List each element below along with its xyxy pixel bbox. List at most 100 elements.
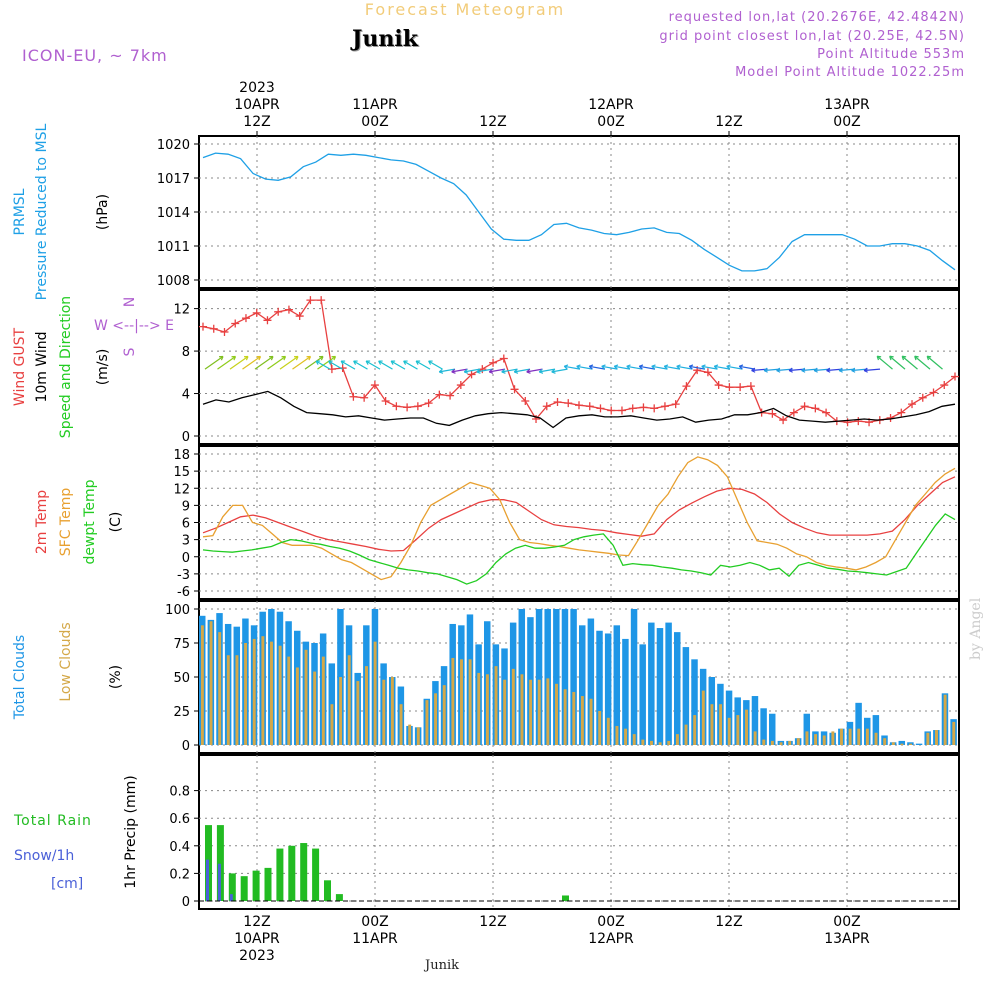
wind-arrow-shaft — [889, 355, 906, 370]
total-cloud-bar — [570, 609, 577, 745]
total-cloud-bar — [665, 622, 672, 745]
gust-marker — [929, 388, 938, 397]
total-cloud-bar — [855, 702, 862, 745]
wind-arrow-shaft — [514, 368, 531, 373]
low-cloud-bar — [477, 672, 481, 745]
wind-arrow-head — [901, 355, 907, 361]
gust-marker — [800, 402, 809, 411]
low-cloud-bar — [278, 645, 282, 745]
rain-bar — [228, 873, 236, 901]
low-cloud-bar — [883, 738, 887, 745]
pressure-label-short: PRMSL — [12, 188, 28, 235]
gust-marker — [424, 399, 433, 408]
top-time-label: 11APR — [352, 97, 398, 113]
wind-arrow — [378, 360, 393, 370]
wind-arrow — [353, 360, 368, 370]
low-cloud-bar — [770, 740, 774, 745]
wind-arrow — [551, 368, 568, 374]
wind-arrow-head — [601, 364, 606, 370]
wind-arrow-shaft — [739, 365, 756, 370]
wind-arrow — [738, 364, 756, 370]
wind-arrow — [663, 364, 681, 370]
gust-marker — [671, 400, 680, 409]
gust-marker — [274, 307, 283, 316]
gust-marker — [370, 381, 379, 390]
gust-marker — [628, 404, 637, 413]
low-cloud-bar — [848, 728, 852, 745]
wind-arrow — [651, 364, 668, 370]
low-cloud-bar — [321, 656, 325, 745]
wind-arrow — [317, 355, 337, 370]
wind-arrow-head — [463, 368, 469, 374]
wind-arrow-shaft — [614, 365, 631, 370]
wind-arrow-shaft — [664, 365, 681, 370]
panel-frame-wind — [198, 289, 960, 445]
pressure-label-long: Pressure Reduced to MSL — [34, 123, 50, 300]
wind-arrow — [501, 368, 518, 374]
bottom-time-label: 12Z — [715, 914, 742, 930]
wind-arrow — [601, 364, 618, 370]
wind-arrow-shaft — [353, 360, 368, 370]
wind-arrow — [914, 355, 931, 370]
wind-arrow-head — [813, 367, 818, 373]
grid-coords: grid point closest lon,lat (20.25E, 42.5… — [659, 29, 965, 44]
low-cloud-bar — [710, 704, 714, 745]
top-time-label: 12APR — [588, 97, 634, 113]
gust-marker — [489, 358, 498, 367]
low-cloud-bar — [261, 636, 265, 745]
gust-marker — [908, 400, 917, 409]
low-cloud-bar — [935, 730, 938, 745]
top-time-label: 13APR — [824, 97, 870, 113]
total-cloud-bar — [648, 622, 655, 745]
wind-arrow-shaft — [365, 360, 381, 370]
snow-bar — [229, 894, 233, 901]
y-tick-label: 1017 — [157, 172, 190, 187]
wind-arrow-shaft — [217, 356, 236, 370]
total-cloud-bar — [579, 625, 586, 745]
snow-unit-label: [cm] — [51, 876, 83, 892]
wind-arrow-head — [438, 368, 444, 374]
gust-marker — [682, 382, 691, 391]
y-tick-label: 50 — [173, 671, 190, 686]
wind-arrow-head — [428, 360, 433, 365]
low-cloud-bar — [874, 732, 878, 745]
wind-arrow — [463, 368, 481, 374]
low-cloud-bar — [209, 621, 213, 745]
low-cloud-bar — [658, 742, 662, 745]
gust-marker — [413, 402, 422, 411]
low-cloud-bar — [408, 724, 412, 745]
wind-arrow — [229, 355, 249, 370]
total-cloud-bar — [544, 609, 551, 745]
temp2m-line — [202, 476, 956, 552]
low-cloud-bar — [814, 734, 818, 745]
gust-marker — [811, 404, 820, 413]
gust-marker — [435, 390, 444, 399]
wind-arrow-head — [551, 368, 556, 374]
wind-arrow-head — [751, 367, 756, 373]
bottom-time-label: 00Z — [361, 914, 388, 930]
gust-marker — [639, 403, 648, 412]
rain-bar — [562, 895, 569, 901]
low-cloud-bar — [356, 681, 360, 745]
y-tick-label: 0 — [182, 739, 190, 754]
wind-arrow-head — [476, 368, 481, 374]
total-cloud-bar — [535, 609, 543, 745]
wind-arrow-head — [526, 368, 531, 374]
wind-arrow — [538, 368, 556, 374]
y-tick-label: 100 — [165, 603, 190, 618]
y-tick-label: 1020 — [157, 138, 190, 153]
low-cloud-bar — [347, 655, 351, 745]
total-cloud-bar — [682, 647, 690, 745]
wind-arrow — [526, 368, 543, 374]
wind-arrow — [217, 355, 237, 370]
low-cloud-bar — [805, 731, 809, 745]
low-cloud-bar — [425, 700, 429, 745]
bottom-time-label: 11APR — [352, 931, 398, 947]
low-cloud-bar — [304, 649, 308, 745]
wind-arrow-shaft — [292, 356, 311, 370]
low-cloud-bar — [900, 743, 904, 745]
wind-arrow-shaft — [204, 356, 224, 370]
gust-marker — [714, 381, 723, 390]
gust-marker — [306, 296, 315, 305]
wind-arrow-head — [243, 355, 249, 361]
